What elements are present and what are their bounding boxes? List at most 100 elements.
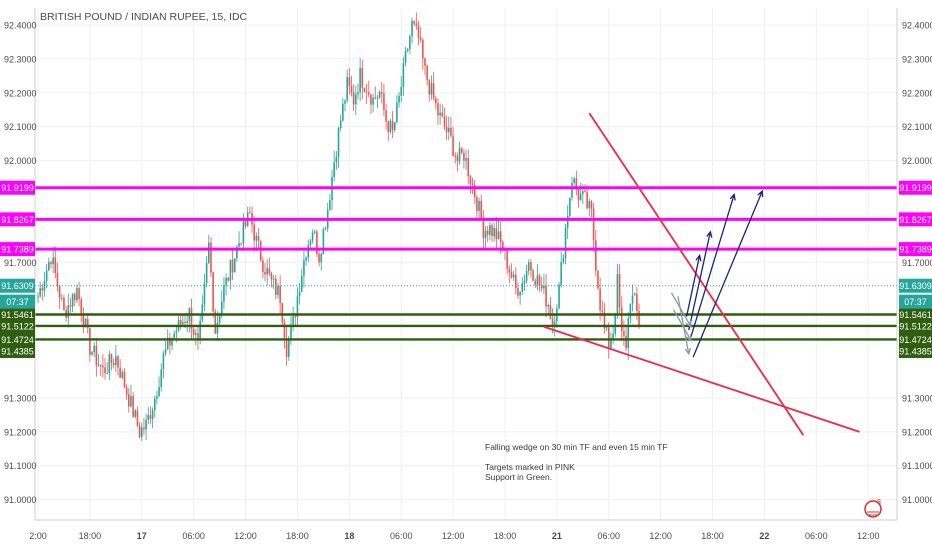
countdown-tag-right-box: [899, 294, 932, 309]
candle-body: [329, 200, 331, 211]
candle-body: [599, 288, 601, 311]
candle-body: [538, 275, 541, 286]
candle-body: [173, 333, 176, 339]
candle-body: [430, 83, 433, 95]
candle-body: [627, 318, 630, 349]
candle-body: [201, 304, 204, 321]
candle-body: [510, 272, 513, 278]
y-tick-left: 91.1000: [4, 461, 37, 471]
target-arrow-2[interactable]: [688, 230, 713, 331]
x-tick: 18: [344, 531, 354, 541]
candle-body: [149, 415, 152, 419]
pullback-arrow-1-head: [685, 320, 692, 329]
candle-body: [404, 51, 407, 63]
candle-body: [82, 315, 85, 328]
candle-body: [398, 95, 400, 103]
target-arrow-1[interactable]: [685, 254, 702, 317]
candle-body: [502, 242, 504, 251]
candle-body: [210, 242, 212, 273]
candle-body: [290, 324, 292, 339]
candle-body: [93, 345, 96, 353]
candle-body: [495, 228, 498, 240]
candle-body: [48, 262, 50, 271]
candle-body: [441, 112, 444, 117]
target-arrow-4[interactable]: [692, 189, 764, 358]
candle-body: [192, 329, 195, 335]
candle-body: [56, 272, 59, 287]
x-tick: 18:00: [701, 531, 724, 541]
candle-body: [110, 354, 113, 363]
candle-body: [616, 274, 619, 314]
support-tag-right-box: [899, 343, 932, 358]
candle-body: [253, 224, 255, 241]
candle-body: [197, 333, 199, 340]
x-tick: 22: [759, 531, 769, 541]
y-tick-right: 92.1000: [902, 122, 932, 132]
level-tag-left-91.4724-text: 91.4724: [1, 335, 34, 345]
candle-body: [558, 284, 560, 309]
current-price-tag-left-box: [0, 278, 35, 293]
candle-body: [614, 313, 617, 334]
level-tag-right-91.7389-text: 91.7389: [899, 245, 932, 255]
candle-body: [493, 228, 495, 237]
target-arrow-4-shaft: [692, 190, 763, 358]
level-tag-left-91.4724: 91.4724: [0, 332, 35, 347]
target-arrow-3-shaft: [690, 194, 735, 338]
candle-body: [560, 261, 563, 285]
candle-body: [305, 257, 307, 261]
wedge-upper-line[interactable]: [588, 112, 805, 436]
candle-body: [409, 36, 411, 50]
x-tick: 18:00: [79, 531, 102, 541]
candle-body: [296, 296, 299, 317]
wedge-lower-line[interactable]: [543, 325, 860, 433]
support-tag-right: 91.4385: [899, 343, 932, 358]
candle-body: [422, 39, 424, 59]
candle-body: [262, 260, 264, 272]
candle-body: [482, 219, 485, 238]
pullback-arrow-2[interactable]: [673, 309, 692, 342]
level-tag-left-91.8267-box: [0, 212, 35, 227]
candle-body: [99, 364, 102, 366]
candle-body: [350, 86, 353, 93]
candle-body: [39, 288, 41, 297]
level-tag-right-91.9199: 91.9199: [899, 180, 932, 195]
candle-body: [435, 98, 437, 104]
candle-body: [117, 356, 119, 368]
candle-body: [203, 283, 206, 305]
target-arrow-3[interactable]: [690, 193, 736, 338]
candle-body: [391, 120, 394, 131]
candle-body: [78, 288, 80, 300]
candle-body: [337, 128, 340, 158]
candle-body: [478, 200, 480, 212]
level-tag-right-91.8267-box: [899, 212, 932, 227]
candle-body: [415, 23, 418, 26]
x-tick: 06:00: [182, 531, 205, 541]
pullback-arrow-3[interactable]: [677, 296, 691, 356]
x-tick: 06:00: [390, 531, 413, 541]
candle-body: [426, 65, 428, 81]
candle-body: [367, 92, 370, 95]
level-tag-right-91.4724: 91.4724: [899, 332, 932, 347]
level-tag-right-91.5461-text: 91.5461: [899, 310, 932, 320]
candle-body: [67, 305, 70, 318]
level-tag-right-91.7389: 91.7389: [899, 242, 932, 257]
candle-body: [84, 318, 87, 328]
candle-body: [515, 274, 517, 289]
author-badge-icon[interactable]: 8: [864, 499, 882, 518]
candle-body: [272, 278, 275, 280]
candle-body: [374, 97, 377, 99]
candle-body: [346, 77, 348, 101]
candle-body: [473, 184, 476, 198]
candle-body: [322, 229, 325, 254]
y-tick-left: 92.4000: [4, 20, 37, 30]
candle-body: [160, 369, 163, 387]
candle-body: [268, 268, 271, 274]
candle-body: [419, 37, 422, 40]
candle-body: [603, 312, 606, 329]
y-tick-left: 91.0000: [4, 495, 37, 505]
candle-body: [447, 127, 450, 133]
pullback-arrow-1[interactable]: [670, 292, 692, 329]
candle-body: [292, 316, 294, 325]
